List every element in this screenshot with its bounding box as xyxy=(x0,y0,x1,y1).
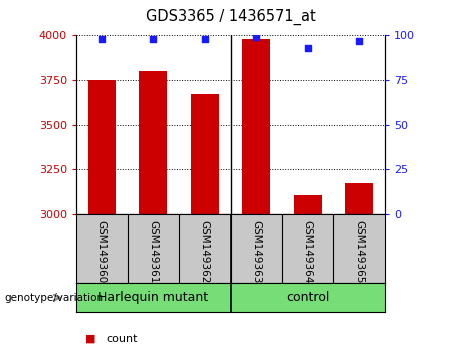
Bar xyxy=(294,194,322,214)
Text: GSM149362: GSM149362 xyxy=(200,220,210,283)
Bar xyxy=(88,80,116,214)
Bar xyxy=(242,39,271,214)
Point xyxy=(149,36,157,42)
Point xyxy=(304,45,312,51)
Text: GSM149364: GSM149364 xyxy=(303,220,313,283)
Point xyxy=(253,34,260,40)
Text: GSM149360: GSM149360 xyxy=(97,220,107,283)
Text: count: count xyxy=(106,334,137,344)
Text: GSM149361: GSM149361 xyxy=(148,220,158,283)
Bar xyxy=(345,183,373,214)
Point xyxy=(355,38,363,44)
Text: genotype/variation: genotype/variation xyxy=(5,293,104,303)
Text: GSM149363: GSM149363 xyxy=(251,220,261,283)
Text: GDS3365 / 1436571_at: GDS3365 / 1436571_at xyxy=(146,9,315,25)
Point xyxy=(98,36,106,42)
Bar xyxy=(139,71,167,214)
Bar xyxy=(190,95,219,214)
Point xyxy=(201,36,208,42)
Text: control: control xyxy=(286,291,330,304)
Text: GSM149365: GSM149365 xyxy=(354,220,364,283)
Text: Harlequin mutant: Harlequin mutant xyxy=(98,291,208,304)
Text: ■: ■ xyxy=(85,334,96,344)
